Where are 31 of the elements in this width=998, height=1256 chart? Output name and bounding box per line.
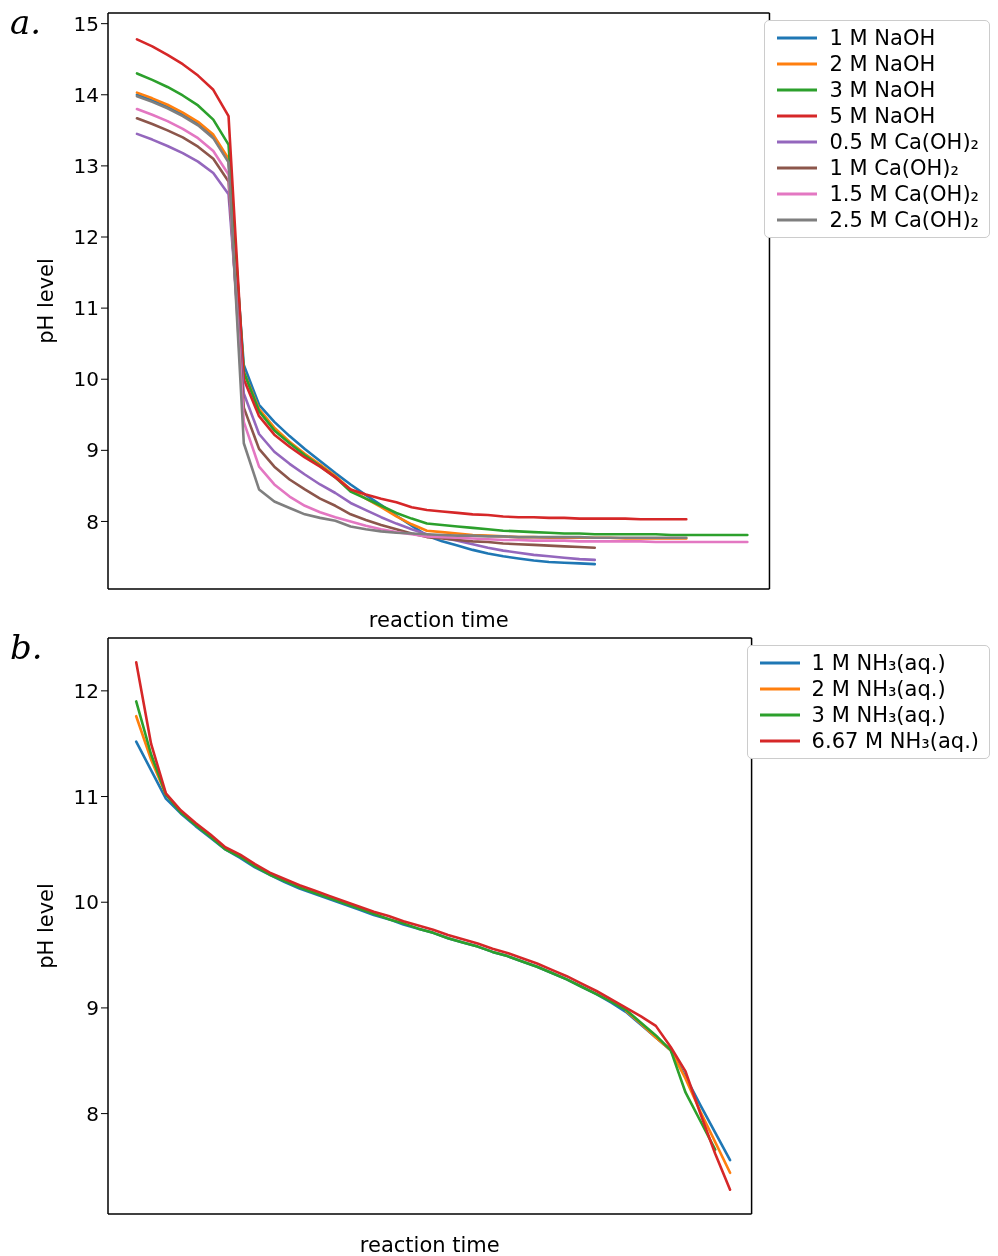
legend-label: 0.5 M Ca(OH)₂	[829, 129, 979, 155]
y-tick-label: 13	[73, 153, 99, 178]
y-tick-label: 14	[73, 82, 99, 107]
legend-label: 2 M NaOH	[829, 51, 936, 77]
y-tick-label: 10	[73, 890, 99, 915]
legend-label: 3 M NH₃(aq.)	[811, 702, 946, 728]
legend-label: 2.5 M Ca(OH)₂	[829, 207, 979, 233]
y-tick-label: 8	[86, 509, 99, 534]
legend-label: 1 M NH₃(aq.)	[811, 650, 946, 676]
y-tick-label: 12	[73, 225, 99, 250]
y-tick-label: 9	[86, 996, 99, 1021]
y-tick-label: 11	[73, 784, 99, 809]
x-axis-title: reaction time	[368, 608, 509, 632]
y-tick-label: 12	[73, 678, 99, 703]
y-tick-label: 9	[86, 438, 99, 463]
legend-label: 1 M Ca(OH)₂	[829, 155, 959, 181]
chart-title: a.	[10, 2, 42, 42]
y-tick-label: 10	[73, 367, 99, 392]
chart-title: b.	[10, 627, 43, 667]
legend-label: 6.67 M NH₃(aq.)	[811, 728, 979, 754]
legend-label: 3 M NaOH	[829, 77, 936, 103]
y-tick-label: 11	[73, 296, 99, 321]
legend-label: 5 M NaOH	[829, 103, 936, 129]
x-axis-title: reaction time	[359, 1233, 500, 1256]
legend-label: 1.5 M Ca(OH)₂	[829, 181, 979, 207]
y-tick-label: 8	[86, 1101, 99, 1126]
y-axis-title: pH level	[34, 258, 59, 344]
legend-label: 1 M NaOH	[829, 25, 936, 51]
legend-label: 2 M NH₃(aq.)	[811, 676, 946, 702]
y-axis-title: pH level	[34, 883, 59, 969]
y-tick-label: 15	[73, 11, 99, 36]
